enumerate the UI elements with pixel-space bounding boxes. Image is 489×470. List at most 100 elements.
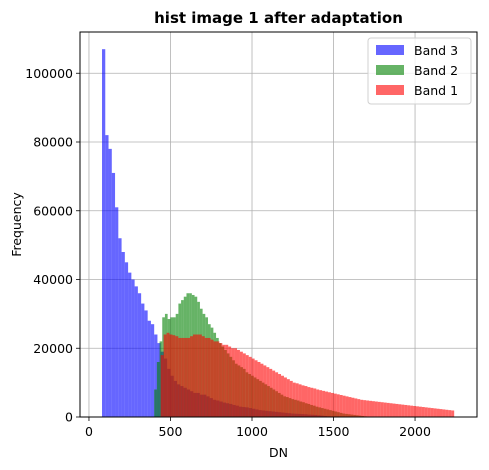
- histogram-bar: [307, 387, 311, 417]
- histogram-bars: [102, 49, 455, 417]
- histogram-bar: [234, 348, 238, 417]
- histogram-bar: [339, 395, 343, 417]
- histogram-bar: [316, 389, 320, 417]
- histogram-bar: [374, 401, 378, 417]
- histogram-bar: [219, 343, 223, 417]
- histogram-bar: [108, 148, 112, 417]
- histogram-bar: [190, 336, 193, 417]
- histogram-bar: [421, 407, 425, 417]
- histogram-bar: [210, 339, 214, 417]
- histogram-bar: [404, 404, 408, 417]
- histogram-bar: [213, 341, 217, 417]
- histogram-bar: [439, 409, 443, 417]
- histogram-bar: [144, 310, 148, 417]
- legend-label: Band 2: [414, 63, 458, 78]
- histogram-bar: [416, 406, 419, 417]
- histogram-bar: [304, 386, 308, 417]
- legend-swatch: [376, 85, 404, 95]
- histogram-bar: [225, 344, 229, 417]
- histogram-bar: [124, 262, 129, 417]
- histogram-bar: [336, 394, 340, 417]
- histogram-bar: [325, 391, 328, 417]
- histogram-bar: [272, 370, 276, 417]
- histogram-bar: [333, 393, 337, 417]
- x-tick-label: 2000: [399, 424, 431, 439]
- histogram-bar: [141, 303, 145, 417]
- histogram-bar: [239, 351, 243, 417]
- legend-label: Band 3: [414, 43, 458, 58]
- histogram-bar: [115, 207, 119, 417]
- histogram-bar: [198, 334, 202, 417]
- histogram-bar: [228, 346, 232, 417]
- histogram-bar: [121, 252, 125, 417]
- chart-title: hist image 1 after adaptation: [154, 9, 403, 27]
- histogram-bar: [172, 335, 176, 417]
- histogram-bar: [413, 406, 417, 417]
- histogram-bar: [330, 392, 334, 417]
- histogram-bar: [266, 367, 270, 417]
- histogram-bar: [283, 377, 287, 417]
- legend: Band 3 Band 2 Band 1: [367, 37, 472, 105]
- histogram-bar: [254, 360, 258, 417]
- axis-ticks: 0 500 1000 1500 2000020000400006000080000100…: [25, 66, 431, 439]
- histogram-bar: [248, 356, 252, 417]
- axes-frame: [79, 31, 478, 418]
- histogram-bar: [169, 334, 173, 417]
- series-band-1: [160, 332, 455, 417]
- histogram-bar: [286, 379, 290, 417]
- histogram-bar: [163, 334, 167, 417]
- histogram-bar: [298, 384, 302, 417]
- histogram-bar: [195, 334, 199, 417]
- histogram-bar: [137, 293, 142, 417]
- histogram-bar: [105, 135, 109, 417]
- histogram-bar: [166, 332, 170, 417]
- histogram-bar: [128, 272, 132, 417]
- histogram-bar: [348, 397, 352, 417]
- histogram-bar: [231, 348, 235, 417]
- histogram-bar: [187, 337, 191, 417]
- histogram-bar: [269, 368, 273, 417]
- histogram-bar: [401, 404, 405, 417]
- histogram-bar: [216, 341, 220, 417]
- histogram-bar: [433, 408, 437, 417]
- histogram-bar: [160, 355, 164, 417]
- histogram-bar: [207, 337, 211, 417]
- x-tick-label: 0: [85, 424, 93, 439]
- histogram-bar: [310, 387, 314, 417]
- histogram-bar: [407, 405, 411, 417]
- histogram-bar: [150, 324, 155, 417]
- histogram-bar: [178, 337, 182, 417]
- histogram-bar: [289, 380, 293, 417]
- y-tick-label: 0: [65, 410, 73, 425]
- histogram-bar: [448, 410, 452, 417]
- legend-label: Band 1: [414, 83, 458, 98]
- histogram-bar: [242, 353, 246, 417]
- x-tick-label: 1500: [318, 424, 350, 439]
- histogram-bar: [281, 375, 284, 417]
- histogram-bar: [418, 406, 422, 417]
- histogram-bar: [380, 402, 384, 417]
- histogram-bar: [327, 392, 331, 417]
- histogram-bar: [360, 399, 364, 417]
- histogram-bar: [118, 238, 122, 417]
- histogram-bar: [222, 344, 226, 417]
- histogram-bar: [278, 374, 282, 417]
- histogram-bar: [386, 402, 390, 417]
- histogram-bar: [322, 390, 326, 417]
- histogram-bar: [237, 349, 240, 417]
- histogram-bar: [392, 403, 396, 417]
- histogram-bar: [154, 334, 158, 417]
- histogram-bar: [319, 390, 323, 417]
- histogram-bar: [134, 286, 138, 417]
- y-tick-label: 40000: [33, 272, 73, 287]
- histogram-bar: [131, 279, 135, 417]
- x-axis-label: DN: [269, 445, 288, 460]
- histogram-bar: [260, 363, 264, 417]
- y-axis-label: Frequency: [9, 192, 24, 257]
- histogram-bar: [201, 336, 205, 417]
- legend-swatch: [376, 65, 404, 75]
- histogram-bar: [436, 408, 440, 417]
- histogram-bar: [192, 334, 196, 417]
- histogram-bar: [424, 407, 428, 417]
- histogram-bar: [366, 400, 370, 417]
